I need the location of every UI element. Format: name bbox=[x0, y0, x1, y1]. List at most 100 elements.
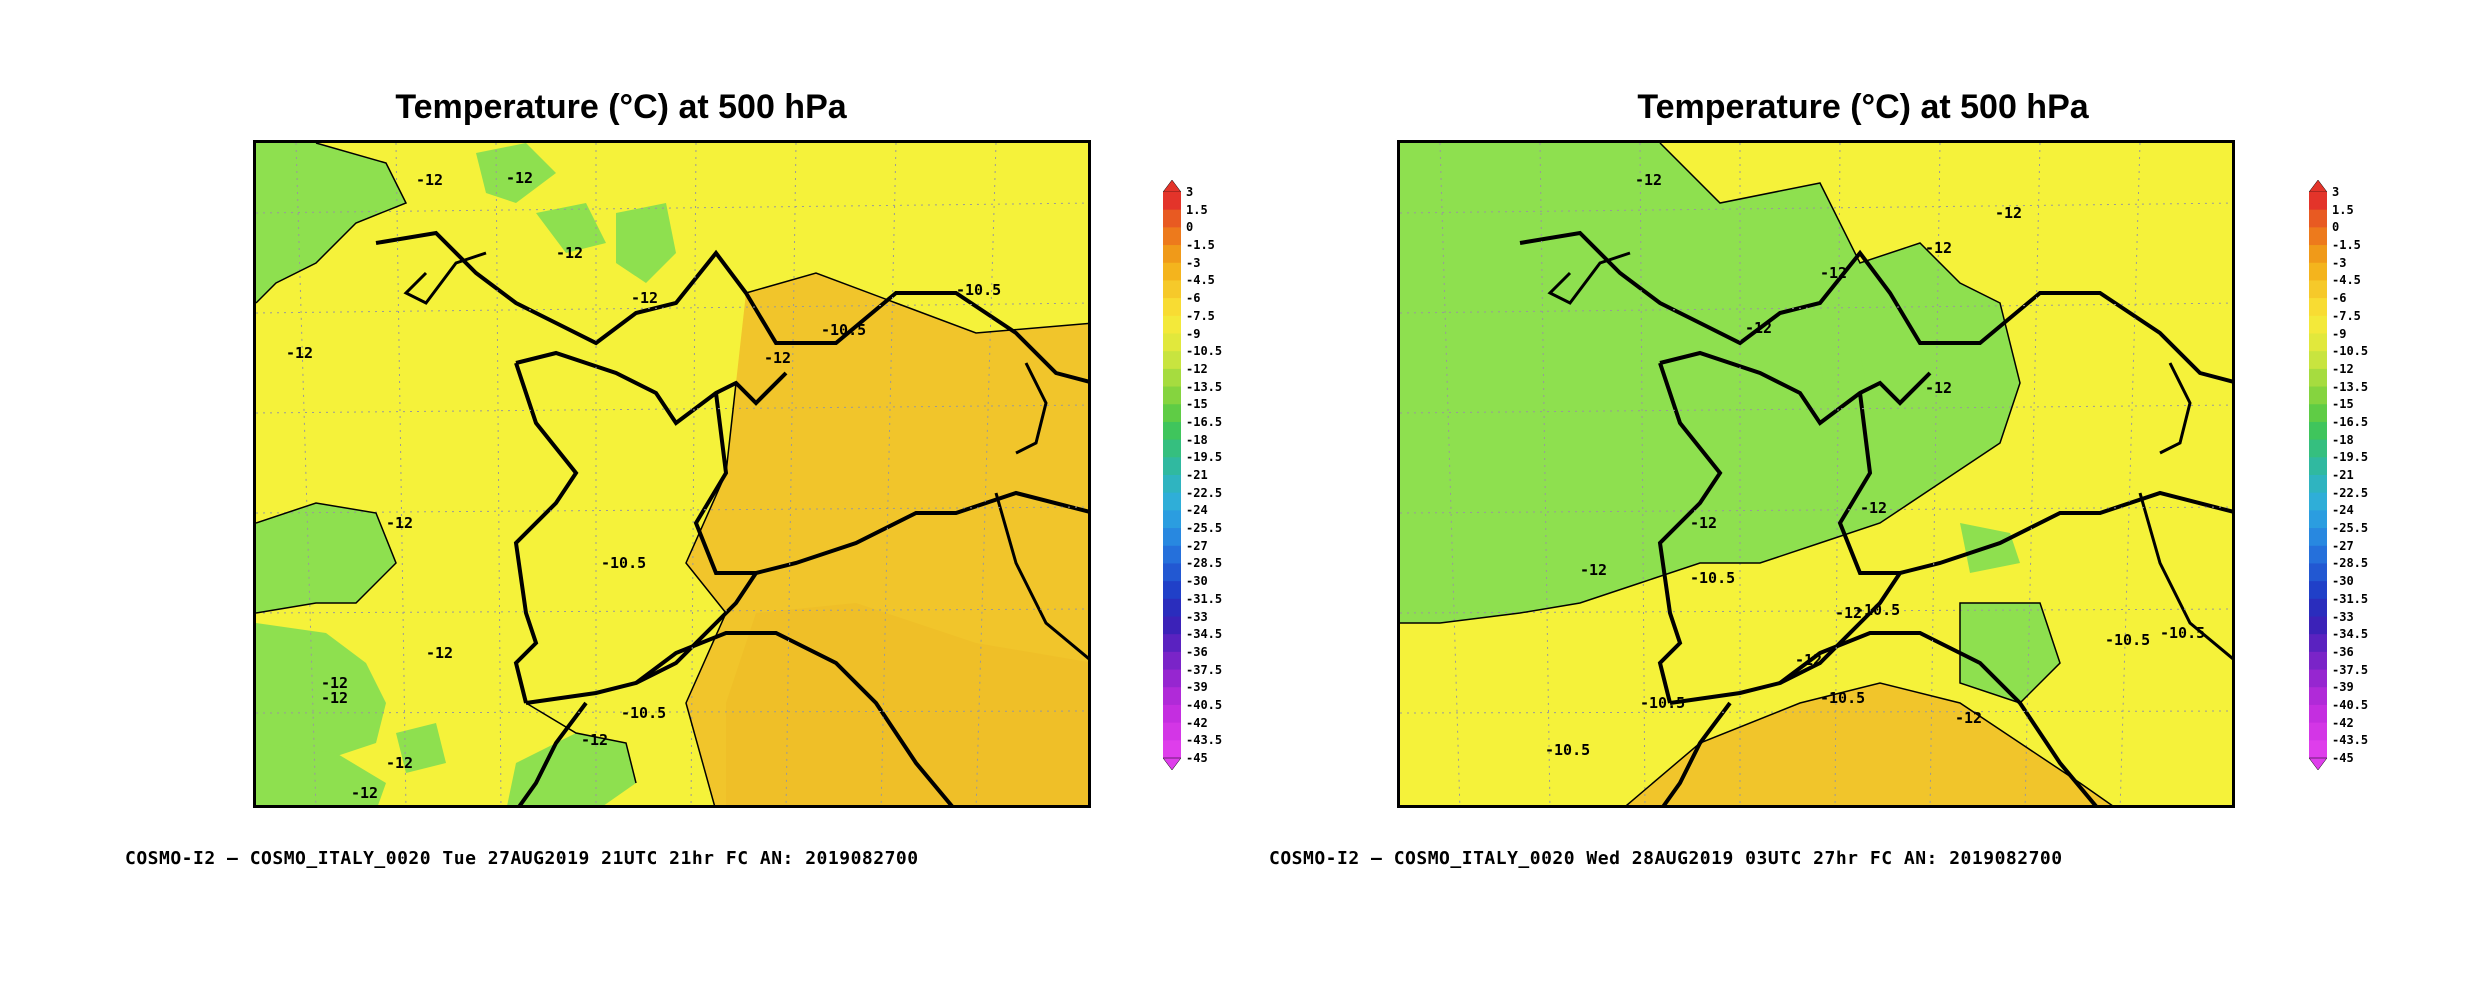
colorbar-tick-label: 3 bbox=[2332, 185, 2340, 199]
colorbar-swatch bbox=[2309, 740, 2327, 759]
colorbar-swatch bbox=[2309, 421, 2327, 441]
svg-text:-12: -12 bbox=[556, 244, 583, 262]
colorbar-tick-label: -28.5 bbox=[2332, 556, 2369, 571]
svg-text:-12: -12 bbox=[351, 784, 378, 802]
colorbar-tick-label: -34.5 bbox=[1186, 627, 1223, 642]
colorbar-tick-label: -9 bbox=[1186, 326, 1201, 341]
colorbar-tick-label: 3 bbox=[1186, 185, 1194, 199]
svg-text:-10.5: -10.5 bbox=[2160, 624, 2205, 642]
colorbar-tick-label: -4.5 bbox=[2332, 273, 2361, 288]
map-graphic: -12 -12 -12 -12 -10.5 -10.5 -12 -12 -10.… bbox=[256, 143, 1088, 805]
colorbar-tick-label: -16.5 bbox=[1186, 414, 1223, 429]
map-panel-right: Temperature (°C) at 500 hPa bbox=[1242, 0, 2484, 984]
map-panel-left: Temperature (°C) at 500 hPa bbox=[125, 88, 1222, 869]
colorbar-tick-label: -30 bbox=[2332, 574, 2354, 589]
temperature-map: -12 -12 -12 -12 -10.5 -10.5 -12 -12 -10.… bbox=[253, 140, 1091, 808]
contour-labels-left: -12 -12 -12 -12 -10.5 -10.5 -12 -12 -10.… bbox=[286, 169, 1001, 802]
colorbar-swatch bbox=[2309, 722, 2327, 741]
colorbar-tick-label: -1.5 bbox=[2332, 238, 2361, 253]
colorbar-swatch bbox=[1163, 581, 1181, 600]
colorbar-swatch bbox=[1163, 333, 1181, 352]
colorbar-tick-label: -3 bbox=[2332, 255, 2347, 270]
colorbar-swatch bbox=[2309, 581, 2327, 600]
colorbar-labels: 3 1.5 0 -1.5 -3 -4.5 -6 -7.5 -9 -10.5 -12 -13.5 -15 -… bbox=[1186, 184, 1222, 768]
colorbar-tick-label: -45 bbox=[2332, 751, 2354, 765]
colorbar-swatch bbox=[1163, 457, 1181, 476]
colorbar-swatch bbox=[2309, 351, 2327, 370]
colorbar-swatch bbox=[1163, 439, 1181, 458]
colorbar-tick-label: -37.5 bbox=[2332, 662, 2369, 677]
svg-text:-12: -12 bbox=[416, 171, 443, 189]
svg-text:-12: -12 bbox=[1580, 561, 1607, 579]
colorbar-swatch bbox=[1163, 192, 1181, 211]
colorbar-swatch bbox=[2309, 687, 2327, 706]
svg-text:-12: -12 bbox=[286, 344, 313, 362]
svg-text:-10.5: -10.5 bbox=[1690, 569, 1735, 587]
svg-text:-10.5: -10.5 bbox=[1545, 741, 1590, 759]
colorbar-tick-label: -12 bbox=[2332, 361, 2354, 376]
colorbar-swatch bbox=[1163, 280, 1181, 299]
colorbar-swatch bbox=[1163, 528, 1181, 547]
colorbar-tick-label: -7.5 bbox=[1186, 308, 1215, 323]
run-info-footer: COSMO-I2 – COSMO_ITALY_0020 Tue 27AUG201… bbox=[125, 848, 919, 869]
svg-text:-10.5: -10.5 bbox=[2105, 631, 2150, 649]
colorbar-tick-label: -25.5 bbox=[1186, 521, 1223, 536]
colorbar-tick-label: -40.5 bbox=[2332, 697, 2369, 712]
colorbar-tick-label: -31.5 bbox=[1186, 591, 1223, 606]
colorbar-tick-label: -33 bbox=[2332, 609, 2354, 624]
colorbar-swatch bbox=[2309, 439, 2327, 458]
colorbar-tick-label: -40.5 bbox=[1186, 697, 1223, 712]
colorbar-swatch bbox=[1163, 598, 1181, 617]
colorbar-tick-label: -4.5 bbox=[1186, 273, 1215, 288]
colorbar-tick-label: -13.5 bbox=[2332, 379, 2369, 394]
colorbar-tick-label: -10.5 bbox=[1186, 344, 1223, 359]
svg-text:-12: -12 bbox=[386, 754, 413, 772]
colorbar-swatch bbox=[2309, 227, 2327, 246]
colorbar-swatch bbox=[2309, 510, 2327, 529]
map-graphic: -12 -12 -12 -12 -12 -12 -12 -12 -12 -10.… bbox=[1400, 143, 2232, 805]
colorbar-tick-label: -18 bbox=[2332, 432, 2354, 447]
colorbar-swatch bbox=[1163, 722, 1181, 741]
colorbar-swatch bbox=[2309, 298, 2327, 317]
colorbar-tick-label: -18 bbox=[1186, 432, 1208, 447]
colorbar-top-arrow bbox=[2309, 180, 2327, 193]
colorbar-tick-label: -34.5 bbox=[2332, 627, 2369, 642]
colorbar-swatch bbox=[2309, 475, 2327, 494]
colorbar-tick-label: -3 bbox=[1186, 255, 1201, 270]
colorbar-swatch bbox=[2309, 563, 2327, 582]
svg-text:-12: -12 bbox=[1820, 264, 1847, 282]
colorbar-swatch bbox=[1163, 227, 1181, 246]
colorbar-swatch bbox=[2309, 616, 2327, 635]
colorbar-tick-label: -33 bbox=[1186, 609, 1208, 624]
svg-text:-12: -12 bbox=[426, 644, 453, 662]
temperature-map: -12 -12 -12 -12 -12 -12 -12 -12 -12 -10.… bbox=[1397, 140, 2235, 808]
colorbar-swatch bbox=[1163, 510, 1181, 529]
colorbar-swatch bbox=[2309, 404, 2327, 423]
colorbar-swatch bbox=[1163, 634, 1181, 653]
colorbar-swatch bbox=[2309, 333, 2327, 352]
colorbar-tick-label: -9 bbox=[2332, 326, 2347, 341]
colorbar-swatch bbox=[2309, 704, 2327, 724]
colorbar-tick-label: -31.5 bbox=[2332, 591, 2369, 606]
colorbar-swatch bbox=[1163, 475, 1181, 494]
colorbar-swatch bbox=[1163, 421, 1181, 441]
colorbar-swatch bbox=[1163, 687, 1181, 706]
colorbar-swatch bbox=[2309, 545, 2327, 564]
colorbar-swatch bbox=[1163, 351, 1181, 370]
run-info-footer: COSMO-I2 – COSMO_ITALY_0020 Wed 28AUG201… bbox=[1269, 848, 2063, 869]
colorbar-swatch bbox=[1163, 651, 1181, 671]
svg-text:-12: -12 bbox=[1690, 514, 1717, 532]
svg-text:-12: -12 bbox=[764, 349, 791, 367]
colorbar-labels: 3 1.5 0 -1.5 -3 -4.5 -6 -7.5 -9 -10.5 -12 -13.5 -15 -… bbox=[2332, 184, 2368, 768]
colorbar-tick-label: -45 bbox=[1186, 751, 1208, 765]
svg-text:-10.5: -10.5 bbox=[621, 704, 666, 722]
colorbar-swatch bbox=[2309, 457, 2327, 476]
svg-text:-10.5: -10.5 bbox=[601, 554, 646, 572]
colorbar-swatch bbox=[2309, 386, 2327, 405]
colorbar-tick-label: -15 bbox=[1186, 397, 1208, 412]
colorbar-tick-label: -25.5 bbox=[2332, 521, 2369, 536]
svg-text:-12: -12 bbox=[386, 514, 413, 532]
colorbar-swatch bbox=[1163, 704, 1181, 724]
svg-text:-12: -12 bbox=[581, 731, 608, 749]
svg-text:-12: -12 bbox=[1745, 319, 1772, 337]
